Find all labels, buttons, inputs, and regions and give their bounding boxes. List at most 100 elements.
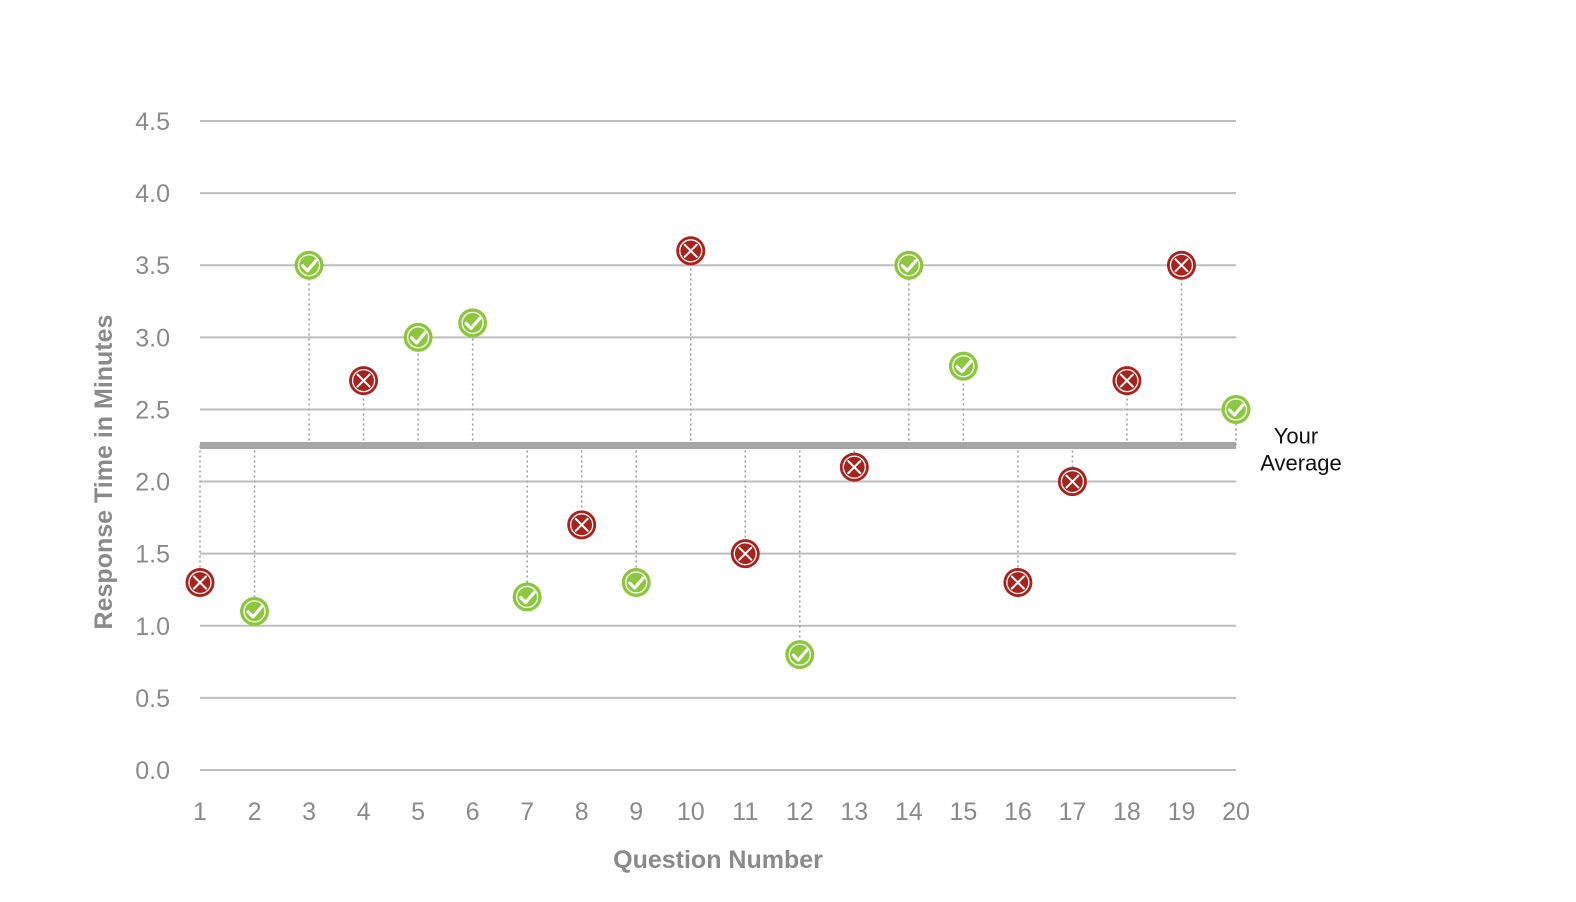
marker-ring xyxy=(679,239,703,263)
marker-ring xyxy=(516,585,539,609)
check-icon xyxy=(300,259,318,273)
gridlines xyxy=(200,120,1236,771)
marker-ring xyxy=(188,570,212,595)
x-icon xyxy=(683,243,698,258)
marker-ring xyxy=(842,455,866,479)
check-icon xyxy=(1227,403,1245,417)
y-tick-label: 2.0 xyxy=(135,469,170,497)
x-tick-label: 19 xyxy=(1168,798,1196,826)
y-axis-ticks: 0.0 0.5 1.0 1.5 2.0 2.5 3.0 3.5 4.0 4.5 xyxy=(135,108,170,785)
y-tick-label: 0.5 xyxy=(135,685,170,713)
check-icon xyxy=(246,605,264,619)
average-line-group: Your Average xyxy=(200,424,1342,476)
x-tick-label: 6 xyxy=(466,798,480,826)
y-tick-label: 4.5 xyxy=(135,108,170,136)
x-tick-label: 17 xyxy=(1059,798,1087,826)
data-points xyxy=(185,236,1251,670)
x-tick-label: 11 xyxy=(732,798,758,826)
x-tick-label: 7 xyxy=(520,798,534,826)
check-icon xyxy=(900,259,918,273)
x-tick-label: 4 xyxy=(357,798,371,826)
correct-marker xyxy=(621,568,651,598)
marker-ring xyxy=(1060,469,1085,494)
marker-ring xyxy=(1224,398,1248,421)
check-icon xyxy=(628,576,645,590)
incorrect-marker xyxy=(1057,467,1087,497)
y-axis-title: Response Time in Minutes xyxy=(90,315,118,630)
x-tick-label: 10 xyxy=(677,798,705,826)
correct-marker xyxy=(458,308,488,338)
incorrect-marker xyxy=(185,568,215,598)
marker-ring xyxy=(788,643,811,666)
correct-marker xyxy=(785,640,815,670)
marker-ring xyxy=(243,600,266,623)
correct-marker xyxy=(240,596,270,626)
check-icon xyxy=(955,360,972,374)
x-tick-label: 12 xyxy=(786,798,814,826)
x-tick-label: 16 xyxy=(1004,798,1032,826)
marker-ring xyxy=(625,571,648,594)
x-icon xyxy=(1065,474,1080,489)
y-tick-label: 1.0 xyxy=(135,613,170,641)
y-tick-label: 4.0 xyxy=(135,180,170,208)
check-icon xyxy=(519,590,536,605)
marker-ring xyxy=(733,542,757,566)
x-icon xyxy=(574,517,589,532)
x-axis-title: Question Number xyxy=(613,846,823,874)
marker-ring xyxy=(406,326,430,349)
marker-ring xyxy=(570,513,594,537)
stems xyxy=(199,264,1237,641)
incorrect-marker xyxy=(349,366,379,396)
y-tick-label: 0.0 xyxy=(135,757,170,785)
incorrect-marker xyxy=(1112,366,1142,396)
marker-ring xyxy=(1006,570,1030,595)
y-tick-label: 3.5 xyxy=(135,252,170,280)
correct-marker xyxy=(294,250,324,280)
x-tick-label: 9 xyxy=(629,798,643,826)
check-icon xyxy=(410,331,427,345)
check-icon xyxy=(464,316,482,331)
y-tick-label: 1.5 xyxy=(135,541,170,569)
correct-marker xyxy=(894,250,924,280)
marker-ring xyxy=(297,254,321,277)
x-icon xyxy=(356,373,371,388)
check-icon xyxy=(791,648,809,662)
marker-ring xyxy=(351,368,376,393)
correct-marker xyxy=(948,351,978,381)
x-tick-label: 2 xyxy=(248,798,262,826)
x-icon xyxy=(847,460,862,475)
incorrect-marker xyxy=(676,236,706,266)
marker-ring xyxy=(897,254,920,277)
average-label-line2: Average xyxy=(1260,451,1342,476)
average-label-line1: Your xyxy=(1274,424,1318,449)
correct-marker xyxy=(403,322,433,352)
x-tick-label: 14 xyxy=(895,798,923,826)
correct-marker xyxy=(512,582,542,612)
x-icon xyxy=(193,575,207,590)
x-tick-label: 1 xyxy=(193,798,207,826)
y-tick-label: 3.0 xyxy=(135,324,170,352)
x-tick-label: 20 xyxy=(1222,798,1250,826)
x-icon xyxy=(1010,575,1025,590)
x-tick-label: 8 xyxy=(575,798,589,826)
incorrect-marker xyxy=(1003,568,1033,598)
x-tick-label: 5 xyxy=(411,798,425,826)
marker-ring xyxy=(1115,368,1139,393)
correct-marker xyxy=(1221,394,1251,424)
x-tick-label: 18 xyxy=(1113,798,1141,826)
y-tick-label: 2.5 xyxy=(135,396,170,424)
incorrect-marker xyxy=(567,510,597,540)
marker-ring xyxy=(1169,253,1194,277)
x-tick-label: 15 xyxy=(949,798,977,826)
x-icon xyxy=(738,546,753,561)
incorrect-marker xyxy=(730,539,760,569)
incorrect-marker xyxy=(839,452,869,482)
x-icon xyxy=(1174,258,1189,273)
incorrect-marker xyxy=(1166,250,1196,280)
marker-ring xyxy=(952,355,975,378)
x-tick-label: 13 xyxy=(840,798,868,826)
x-icon xyxy=(1119,373,1134,388)
marker-ring xyxy=(461,311,484,335)
x-axis-ticks: 1 2 3 4 5 6 7 8 9 10 11 12 13 14 15 16 17 18 19 20 xyxy=(193,798,1250,826)
